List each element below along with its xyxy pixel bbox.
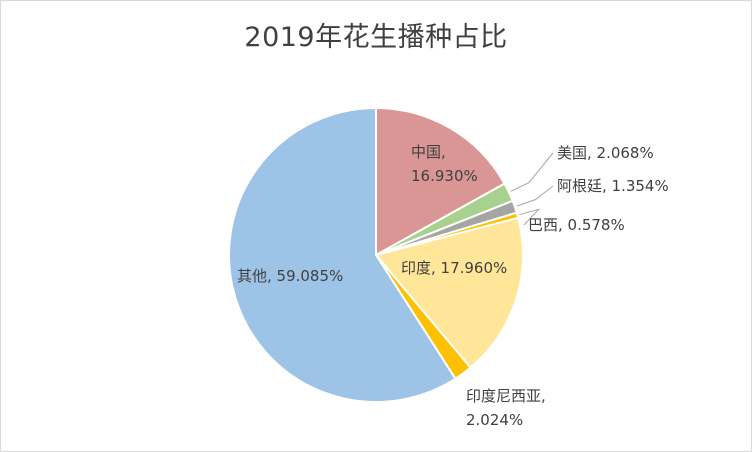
data-label-1-line-2: 16.930% [411, 167, 478, 185]
data-label-2-line-1: 美国, 2.068% [557, 144, 654, 162]
data-label-3-line-1: 阿根廷, 1.354% [557, 177, 669, 195]
leader-line-4 [519, 208, 541, 226]
chart-title: 2019年花生播种占比 [244, 22, 508, 53]
leader-line-3 [516, 185, 554, 207]
pie-slice-7 [228, 106, 457, 403]
data-label-5-line-1: 印度, 17.960% [401, 259, 507, 277]
data-label-6-line-1: 印度尼西亚, [466, 387, 546, 405]
pie-slice-5 [374, 216, 524, 370]
data-label-7-line-1: 其他, 59.085% [237, 267, 343, 285]
pie-slice-1 [375, 106, 506, 257]
data-label-6-line-2: 2.024% [466, 411, 523, 429]
data-label-4-line-1: 巴西, 0.578% [528, 216, 625, 234]
leader-line-2 [510, 152, 554, 192]
data-label-1-line-1: 中国, [411, 143, 446, 161]
